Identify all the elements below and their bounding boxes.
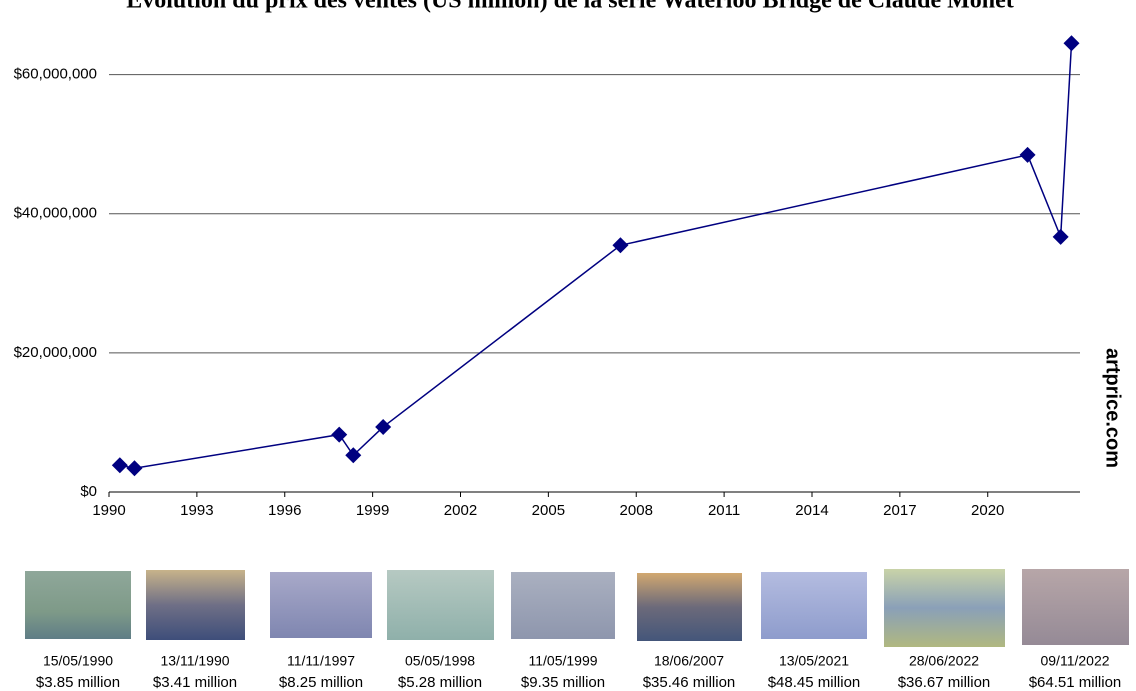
watermark: artprice.com <box>1102 348 1124 468</box>
caption-date: 18/06/2007 <box>654 653 724 669</box>
y-tick-label: $20,000,000 <box>14 344 97 361</box>
caption-date: 11/05/1999 <box>528 653 597 669</box>
x-tick-label: 1990 <box>92 502 125 519</box>
caption-date: 05/05/1998 <box>405 653 475 669</box>
painting-thumbnail <box>1022 569 1129 645</box>
painting-thumbnail <box>270 572 372 638</box>
y-tick-label: $0 <box>80 483 97 500</box>
caption-price: $9.35 million <box>521 674 605 691</box>
data-point <box>375 418 392 435</box>
x-tick-label: 1996 <box>268 502 301 519</box>
caption-price: $3.41 million <box>153 674 237 691</box>
caption-price: $64.51 million <box>1029 674 1122 691</box>
caption-price: $36.67 million <box>898 674 991 691</box>
caption-date: 13/11/1990 <box>160 653 229 669</box>
data-point <box>111 457 128 474</box>
x-tick-label: 2005 <box>532 502 565 519</box>
data-point <box>1019 146 1036 163</box>
x-tick-label: 2008 <box>620 502 653 519</box>
x-tick-label: 1999 <box>356 502 389 519</box>
caption-date: 15/05/1990 <box>43 653 113 669</box>
caption-date: 13/05/2021 <box>779 653 849 669</box>
data-point <box>1063 35 1080 52</box>
thumbnails <box>25 569 1129 647</box>
painting-thumbnail <box>146 570 245 640</box>
x-tick-label: 1993 <box>180 502 213 519</box>
x-tick-label: 2002 <box>444 502 477 519</box>
x-tick-label: 2020 <box>971 502 1004 519</box>
data-point <box>331 426 348 443</box>
caption-price: $3.85 million <box>36 674 120 691</box>
painting-thumbnail <box>761 572 867 639</box>
caption-price: $5.28 million <box>398 674 482 691</box>
caption-price: $48.45 million <box>768 674 861 691</box>
x-tick-label: 2017 <box>883 502 916 519</box>
painting-thumbnail <box>25 571 131 639</box>
data-point <box>612 237 629 254</box>
data-point <box>1052 228 1069 245</box>
painting-thumbnail <box>387 570 494 640</box>
painting-thumbnail <box>637 573 742 641</box>
x-tick-label: 2011 <box>708 502 740 519</box>
painting-thumbnail <box>511 572 615 639</box>
caption-price: $35.46 million <box>643 674 736 691</box>
painting-thumbnail <box>884 569 1005 647</box>
x-tick-label: 2014 <box>795 502 828 519</box>
data-point <box>345 447 362 464</box>
caption-date: 11/11/1997 <box>287 653 355 669</box>
y-tick-label: $40,000,000 <box>14 205 97 222</box>
caption-date: 28/06/2022 <box>909 653 979 669</box>
chart-title: Évolution du prix des ventes (US million… <box>126 0 1014 14</box>
series-line <box>119 43 1073 470</box>
caption-price: $8.25 million <box>279 674 363 691</box>
data-point <box>126 460 143 477</box>
caption-date: 09/11/2022 <box>1040 653 1109 669</box>
y-tick-label: $60,000,000 <box>14 66 97 83</box>
